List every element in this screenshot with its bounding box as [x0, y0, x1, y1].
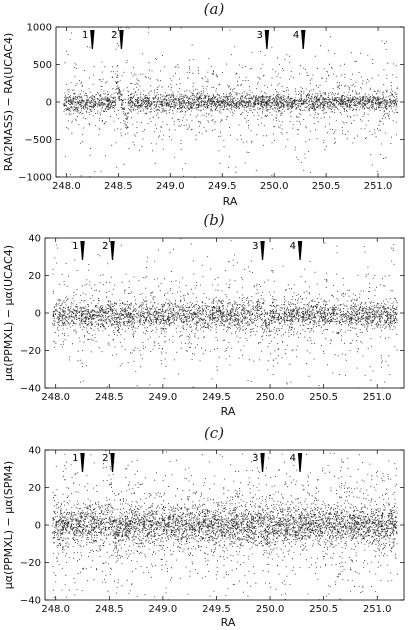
panel-b-marker-label-1: 1 — [72, 241, 78, 252]
panel-a-ylabel: RA(2MASS) − RA(UCAC4) — [2, 33, 15, 172]
panel-b-xtick-label: 249.5 — [202, 392, 231, 403]
panel-c-markers: 1 2 3 4 — [72, 453, 303, 472]
panel-a-xlabel: RA — [223, 195, 238, 208]
panel-a-ytick-label: 1000 — [27, 23, 52, 34]
panel-a-points — [63, 27, 398, 178]
panel-a-marker-2 — [119, 30, 124, 49]
panel-c-marker-label-3: 3 — [252, 453, 258, 464]
panel-c-xtick-label: 248.0 — [41, 604, 70, 615]
panel-b-xtick-label: 248.5 — [95, 392, 124, 403]
panel-c-marker-1 — [80, 453, 85, 472]
panel-b-markers: 1 2 3 4 — [72, 241, 303, 260]
panel-b-marker-3 — [260, 241, 265, 260]
panel-a-xtick-label: 250.5 — [312, 181, 341, 192]
panel-b-ytick-label: 0 — [35, 309, 41, 320]
panel-b-xtick-label: 248.0 — [41, 392, 70, 403]
panel-b-ytick-label: −40 — [20, 384, 41, 395]
panel-c-ticks: 248.0 248.5 249.0 249.5 250.0 250.5 251.0 −40 −2… — [20, 446, 404, 615]
panel-b-marker-1 — [80, 241, 85, 260]
panel-c-tag: (c) — [204, 424, 224, 442]
panel-c-marker-4 — [297, 453, 303, 472]
panel-c-scatter-points — [52, 450, 398, 601]
panel-c-points — [52, 450, 398, 601]
panel-c-marker-label-4: 4 — [290, 453, 296, 464]
panel-b-xlabel: RA — [221, 405, 236, 418]
panel-a-xtick-label: 248.5 — [104, 181, 133, 192]
panel-b-marker-label-4: 4 — [290, 241, 296, 252]
panel-a-ytick-label: 500 — [33, 60, 52, 71]
panel-a-tag: (a) — [204, 0, 225, 18]
panel-a-scatter-points — [63, 27, 398, 178]
panel-a-xtick-label: 250.0 — [260, 181, 289, 192]
panel-b-scatter-points — [52, 238, 398, 389]
panel-b-ylabel: μα(PPMXL) − μα(UCAC4) — [2, 245, 15, 381]
panel-b-xtick-label: 251.0 — [363, 392, 392, 403]
panel-a-marker-4 — [301, 30, 306, 49]
panel-c-frame — [44, 449, 405, 601]
panel-c-xtick-label: 248.5 — [95, 604, 124, 615]
panel-c-xtick-label: 251.0 — [363, 604, 392, 615]
panel-b-xtick-label: 250.0 — [256, 392, 285, 403]
panel-c-ytick-label: −40 — [20, 596, 41, 607]
panel-c-ytick-label: −20 — [20, 558, 41, 569]
panel-a-ticks: 248.0 248.5 249.0 249.5 250.0 250.5 251.0 −1000… — [18, 23, 404, 192]
panel-a-ytick-label: 0 — [46, 98, 52, 109]
panel-c-marker-label-2: 2 — [102, 453, 108, 464]
panel-c-xtick-label: 250.5 — [309, 604, 338, 615]
panel-a-marker-label-2: 2 — [111, 30, 117, 41]
panel-c-marker-2 — [110, 453, 115, 472]
panel-b-xtick-label: 249.0 — [149, 392, 178, 403]
panel-a-xtick-label: 249.0 — [156, 181, 185, 192]
panel-c-xtick-label: 249.0 — [149, 604, 178, 615]
panel-b-tag: (b) — [203, 211, 224, 229]
panel-b-ytick-label: 40 — [28, 234, 41, 245]
panel-a-markers: 1 2 3 4 — [82, 30, 306, 49]
panel-a-frame — [55, 26, 405, 178]
panel-b-frame — [44, 237, 405, 389]
panel-a-xtick-label: 249.5 — [208, 181, 237, 192]
panel-a-marker-3 — [264, 30, 270, 49]
panel-b-marker-2 — [110, 241, 115, 260]
panel-b-points — [52, 238, 398, 389]
panel-a-marker-label-3: 3 — [257, 30, 263, 41]
panel-a-xtick-label: 248.0 — [52, 181, 81, 192]
panel-c-xlabel: RA — [221, 616, 236, 629]
panel-c-ylabel: μα(PPMXL) − μα(SPM4) — [2, 461, 15, 589]
panel-b-xtick-label: 250.5 — [309, 392, 338, 403]
panel-c-marker-label-1: 1 — [72, 453, 78, 464]
panel-c-ytick-label: 40 — [28, 446, 41, 457]
panel-b-ytick-label: 20 — [28, 271, 41, 282]
panel-a-ytick-label: −1000 — [18, 173, 52, 184]
panel-a-marker-label-4: 4 — [293, 30, 299, 41]
panel-a: (a) 248.0 248.5 249.0 249.5 250.0 250.5 251.0 −… — [2, 0, 405, 208]
panel-c-marker-3 — [260, 453, 265, 472]
panel-c-xtick-label: 250.0 — [256, 604, 285, 615]
panel-b-marker-label-2: 2 — [102, 241, 108, 252]
panel-c-ytick-label: 20 — [28, 483, 41, 494]
panel-b-marker-label-3: 3 — [252, 241, 258, 252]
panel-c: (c) 248.0 248.5 249.0 249.5 250.0 250.5 251.0 −… — [2, 424, 405, 629]
panel-b: (b) 248.0 248.5 249.0 249.5 250.0 250.5 251.0 −… — [2, 211, 405, 418]
panel-b-ticks: 248.0 248.5 249.0 249.5 250.0 250.5 251.0 −40 −2… — [20, 234, 404, 403]
panel-a-marker-1 — [90, 30, 95, 49]
panel-c-ytick-label: 0 — [35, 521, 41, 532]
panel-a-ytick-label: −500 — [25, 135, 52, 146]
panel-a-xtick-label: 251.0 — [364, 181, 393, 192]
panel-c-xtick-label: 249.5 — [202, 604, 231, 615]
panel-b-ytick-label: −20 — [20, 346, 41, 357]
panel-b-marker-4 — [297, 241, 303, 260]
panel-a-marker-label-1: 1 — [82, 30, 88, 41]
